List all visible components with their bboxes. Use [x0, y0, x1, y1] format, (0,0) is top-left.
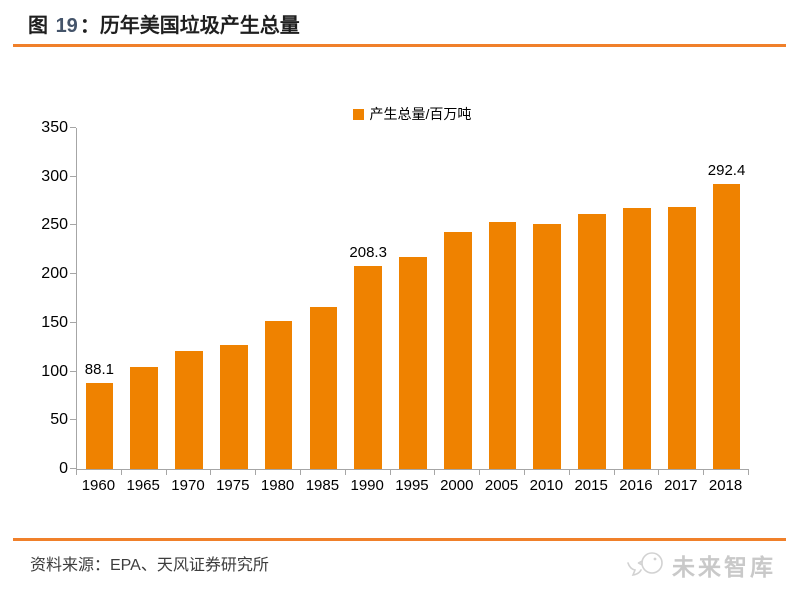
x-tick-mark: [165, 469, 167, 475]
bar-1995: [399, 257, 427, 469]
figure-title-text: 历年美国垃圾产生总量: [99, 15, 300, 37]
bar-column-2015: [570, 128, 615, 469]
y-tick-mark: [70, 224, 76, 226]
title-divider: [13, 44, 786, 47]
x-tick-mark: [479, 469, 481, 475]
y-tick-mark: [70, 127, 76, 128]
x-tick-label: 2010: [529, 477, 564, 494]
x-tick-label: 2018: [708, 477, 743, 494]
y-tick-mark: [70, 175, 76, 177]
bar-1990: [354, 266, 383, 469]
bar-column-2005: [480, 128, 525, 469]
x-tick-label: 2016: [619, 477, 653, 494]
bird-logo-icon: [627, 552, 663, 577]
x-tick-mark: [703, 469, 705, 475]
x-tick-label: 1990: [350, 477, 384, 494]
bar-2017: [667, 207, 696, 469]
y-tick-mark: [70, 468, 76, 469]
y-tick-mark: [70, 273, 76, 275]
data-source-note: 资料来源：EPA、天风证券研究所: [30, 557, 269, 574]
bar-column-1970: [167, 128, 212, 469]
bar-column-2016: [615, 128, 660, 469]
y-tick-label: 0: [59, 460, 68, 477]
x-tick-mark: [613, 469, 615, 475]
x-tick-mark: [255, 469, 257, 475]
x-tick-mark: [76, 469, 77, 475]
bar-data-label: 292.4: [707, 162, 746, 180]
bar-1960: [85, 383, 114, 469]
bar-2016: [623, 207, 651, 469]
watermark: 未来智库: [625, 548, 776, 582]
bar-chart-plot-area: 88.1 208.3 292.4: [70, 127, 749, 475]
x-tick-mark: [434, 469, 436, 475]
y-tick-label: 50: [50, 411, 68, 429]
x-tick-label: 1975: [216, 477, 250, 494]
figure-title: 图 19 ：历年美国垃圾产生总量: [28, 9, 300, 38]
figure-number: 19: [55, 15, 78, 37]
bar-column-2010: [525, 128, 570, 469]
x-tick-mark: [523, 469, 525, 475]
bar-2010: [533, 224, 562, 469]
legend-label: 产生总量/百万吨: [369, 106, 472, 122]
bar-1975: [219, 344, 248, 469]
x-tick-mark: [658, 469, 660, 475]
y-tick-label: 350: [41, 119, 68, 136]
y-axis-labels: 0 50 100 150 200 250 300 350: [28, 119, 68, 477]
x-tick-mark: [748, 469, 749, 475]
x-tick-label: 1995: [395, 477, 429, 494]
y-tick-label: 150: [41, 313, 68, 331]
x-tick-label: 2017: [664, 477, 698, 494]
bar-1985: [309, 306, 338, 469]
x-tick-mark: [210, 469, 212, 475]
footer-divider: [13, 538, 786, 541]
x-tick-mark: [344, 469, 346, 475]
bar-column-1965: [122, 128, 167, 469]
x-tick-label: 2005: [484, 477, 519, 494]
bar-column-2000: [435, 128, 480, 469]
bar-2000: [443, 231, 472, 469]
watermark-text: 未来智库: [672, 554, 776, 580]
bar-1970: [175, 351, 203, 469]
bar-column-1990: 208.3: [346, 128, 391, 469]
bar-column-1980: [256, 128, 301, 469]
x-tick-mark: [299, 469, 301, 475]
x-tick-label: 1965: [126, 477, 160, 494]
x-tick-label: 2015: [574, 477, 608, 494]
bar-data-label: 208.3: [349, 244, 387, 262]
x-axis-labels: 1960 1965 1970 1975 1980 1985 1990 1995 2000 2005…: [76, 477, 748, 494]
bar-1980: [264, 321, 293, 469]
x-tick-label: 2000: [440, 477, 474, 494]
x-tick-label: 1970: [171, 477, 205, 494]
y-tick-mark: [70, 370, 76, 372]
x-tick-mark: [120, 469, 122, 475]
x-tick-label: 1985: [305, 477, 340, 494]
bar-data-label: 88.1: [84, 361, 114, 379]
y-tick-mark: [70, 419, 76, 421]
bar-2018: [712, 184, 741, 469]
y-tick-label: 100: [41, 362, 68, 380]
bar-column-2017: [659, 128, 704, 469]
y-tick-label: 250: [41, 216, 68, 234]
bar-2005: [488, 221, 517, 469]
y-tick-label: 200: [41, 265, 68, 283]
bar-column-1975: [211, 128, 256, 469]
x-tick-label: 1960: [81, 477, 116, 494]
y-tick-mark: [70, 321, 76, 323]
bar-column-1960: 88.1: [77, 128, 122, 469]
bar-column-1985: [301, 128, 346, 469]
bar-1965: [130, 367, 159, 469]
x-tick-mark: [389, 469, 391, 475]
chart-legend: 产生总量/百万吨: [76, 104, 748, 124]
bar-2015: [578, 213, 607, 469]
x-tick-label: 1980: [260, 477, 295, 494]
figure-label: 图: [28, 15, 48, 37]
legend-swatch-icon: [352, 109, 364, 120]
x-tick-mark: [568, 469, 570, 475]
y-tick-label: 300: [41, 167, 68, 185]
figure-separator: ：: [79, 15, 100, 37]
bar-column-1995: [391, 128, 436, 469]
bar-column-2018: 292.4: [704, 128, 749, 469]
